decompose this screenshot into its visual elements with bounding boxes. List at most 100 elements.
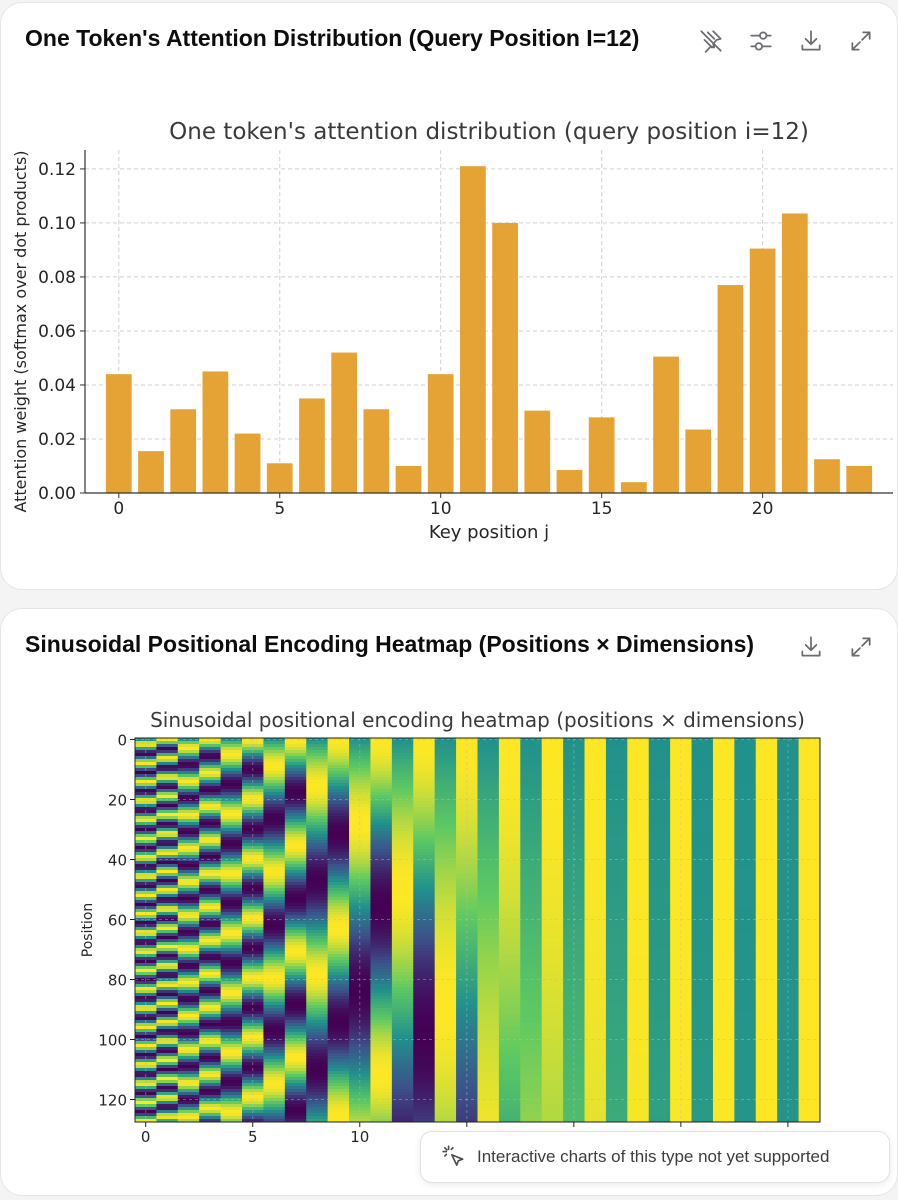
heatmap-cell — [648, 975, 671, 979]
heatmap-cell — [434, 1017, 457, 1021]
heatmap-cell — [220, 783, 243, 787]
heatmap-cell — [306, 1107, 329, 1111]
heatmap-cell — [370, 777, 393, 781]
heatmap-cell — [520, 933, 543, 937]
heatmap-cell — [306, 798, 329, 802]
heatmap-cell — [755, 834, 778, 838]
heatmap-cell — [413, 762, 436, 766]
heatmap-cell — [199, 1086, 222, 1090]
heatmap-cell — [306, 741, 329, 745]
heatmap-cell — [605, 1119, 628, 1123]
heatmap-cell — [712, 843, 735, 847]
heatmap-cell — [584, 804, 607, 808]
heatmap-cell — [349, 1101, 371, 1105]
heatmap-cell — [242, 888, 264, 892]
heatmap-cell — [712, 849, 735, 853]
heatmap-cell — [520, 903, 543, 907]
heatmap-cell — [691, 1062, 714, 1066]
heatmap-cell — [584, 879, 607, 883]
heatmap-cell — [691, 1059, 714, 1063]
heatmap-cell — [199, 906, 222, 910]
heatmap-cell — [734, 1104, 757, 1108]
heatmap-cell — [798, 1089, 821, 1093]
download-button[interactable] — [793, 23, 829, 59]
heatmap-cell — [413, 945, 436, 949]
heatmap-cell — [648, 846, 671, 850]
heatmap-cell — [177, 984, 200, 988]
heatmap-cell — [370, 840, 393, 844]
expand-button[interactable] — [843, 23, 879, 59]
heatmap-cell — [520, 1065, 543, 1069]
heatmap-cell — [135, 762, 157, 766]
heatmap-cell — [541, 810, 564, 814]
download-button[interactable] — [793, 629, 829, 665]
heatmap-cell — [456, 1014, 478, 1018]
heatmap-cell — [541, 921, 564, 925]
heatmap-cell — [541, 1002, 564, 1006]
heatmap-cell — [755, 891, 778, 895]
heatmap-cell — [755, 987, 778, 991]
chart-settings-button[interactable] — [743, 23, 779, 59]
heatmap-cell — [306, 855, 329, 859]
heatmap-cell — [327, 873, 350, 877]
heatmap-cell — [777, 999, 800, 1003]
heatmap-cell — [648, 864, 671, 868]
heatmap-cell — [391, 894, 414, 898]
heatmap-cell — [648, 762, 671, 766]
heatmap-cell — [370, 1038, 393, 1042]
heatmap-cell — [541, 846, 564, 850]
heatmap-cell — [135, 879, 157, 883]
heatmap-cell — [306, 897, 329, 901]
heatmap-cell — [456, 783, 478, 787]
heatmap-cell — [156, 951, 179, 955]
heatmap-cell — [777, 1026, 800, 1030]
heatmap-cell — [777, 1098, 800, 1102]
heatmap-cell — [434, 1026, 457, 1030]
expand-button[interactable] — [843, 629, 879, 665]
heatmap-cell — [284, 984, 307, 988]
heatmap-cell — [327, 1023, 350, 1027]
heatmap-cell — [691, 819, 714, 823]
heatmap-cell — [349, 1080, 371, 1084]
heatmap-cell — [413, 1101, 436, 1105]
heatmap-cell — [734, 918, 757, 922]
heatmap-cell — [156, 915, 179, 919]
heatmap-cell — [520, 930, 543, 934]
heatmap-cell — [327, 987, 350, 991]
heatmap-cell — [563, 759, 586, 763]
heatmap-cell — [584, 852, 607, 856]
heatmap-cell — [477, 852, 500, 856]
heatmap-cell — [135, 750, 157, 754]
heatmap-cell — [391, 786, 414, 790]
heatmap-cell — [434, 942, 457, 946]
heatmap-cell — [584, 855, 607, 859]
heatmap-cell — [456, 891, 478, 895]
heatmap-cell — [798, 900, 821, 904]
heatmap-cell — [177, 1095, 200, 1099]
heatmap-cell — [284, 888, 307, 892]
heatmap-cell — [627, 771, 650, 775]
heatmap-cell — [648, 873, 671, 877]
heatmap-cell — [370, 1044, 393, 1048]
heatmap-cell — [627, 1074, 650, 1078]
heatmap-cell — [391, 1068, 414, 1072]
heatmap-cell — [306, 1044, 329, 1048]
heatmap-cell — [670, 1119, 693, 1123]
heatmap-cell — [242, 1104, 264, 1108]
heatmap-cell — [777, 1035, 800, 1039]
heatmap-cell — [199, 1110, 222, 1114]
heatmap-cell — [156, 867, 179, 871]
heatmap-cell — [199, 813, 222, 817]
pin-off-button[interactable] — [693, 23, 729, 59]
heatmap-cell — [456, 975, 478, 979]
heatmap-cell — [584, 969, 607, 973]
heatmap-cell — [541, 1035, 564, 1039]
heatmap-cell — [242, 780, 264, 784]
heatmap-cell — [220, 1068, 243, 1072]
heatmap-cell — [627, 897, 650, 901]
heatmap-cell — [563, 804, 586, 808]
heatmap-cell — [498, 1095, 521, 1099]
heatmap-cell — [627, 933, 650, 937]
heatmap-cell — [391, 792, 414, 796]
heatmap-cell — [734, 1065, 757, 1069]
